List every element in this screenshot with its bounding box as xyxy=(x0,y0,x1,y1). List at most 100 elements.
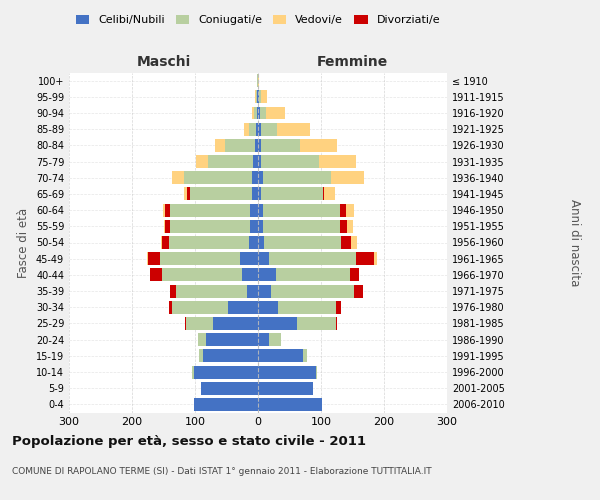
Bar xyxy=(324,188,335,200)
Bar xyxy=(250,204,258,216)
Bar xyxy=(228,301,258,314)
Text: Popolazione per età, sesso e stato civile - 2011: Popolazione per età, sesso e stato civil… xyxy=(12,435,366,448)
Bar xyxy=(258,90,259,104)
Bar xyxy=(374,252,377,265)
Bar xyxy=(224,139,255,152)
Bar xyxy=(161,236,162,249)
Bar xyxy=(170,204,250,216)
Bar xyxy=(258,74,259,87)
Bar xyxy=(350,236,357,249)
Bar xyxy=(258,155,261,168)
Bar xyxy=(196,155,208,168)
Bar xyxy=(269,252,356,265)
Bar xyxy=(203,350,258,362)
Bar xyxy=(323,188,324,200)
Bar xyxy=(169,301,172,314)
Bar xyxy=(278,301,336,314)
Bar xyxy=(331,172,364,184)
Bar xyxy=(208,155,253,168)
Bar xyxy=(163,220,165,233)
Bar xyxy=(215,139,224,152)
Bar xyxy=(185,317,186,330)
Bar xyxy=(341,236,350,249)
Bar xyxy=(275,268,350,281)
Bar xyxy=(165,204,170,216)
Bar xyxy=(241,252,258,265)
Bar xyxy=(212,317,258,330)
Bar xyxy=(187,188,190,200)
Bar xyxy=(184,172,252,184)
Bar xyxy=(356,252,374,265)
Bar xyxy=(350,268,359,281)
Bar xyxy=(261,139,300,152)
Bar xyxy=(257,90,258,104)
Bar xyxy=(258,172,263,184)
Bar xyxy=(258,350,304,362)
Bar xyxy=(258,333,269,346)
Bar xyxy=(172,301,228,314)
Text: Femmine: Femmine xyxy=(317,56,388,70)
Bar xyxy=(258,284,271,298)
Bar xyxy=(340,204,346,216)
Bar xyxy=(316,366,317,378)
Bar xyxy=(150,268,161,281)
Bar xyxy=(258,204,263,216)
Bar xyxy=(197,333,206,346)
Bar xyxy=(252,106,254,120)
Bar xyxy=(206,333,258,346)
Bar xyxy=(176,284,247,298)
Bar xyxy=(261,155,319,168)
Text: COMUNE DI RAPOLANO TERME (SI) - Dati ISTAT 1° gennaio 2011 - Elaborazione TUTTIT: COMUNE DI RAPOLANO TERME (SI) - Dati IST… xyxy=(12,468,431,476)
Bar xyxy=(256,90,257,104)
Bar xyxy=(256,122,258,136)
Bar xyxy=(304,350,307,362)
Bar xyxy=(160,252,241,265)
Bar xyxy=(165,220,170,233)
Bar xyxy=(277,122,310,136)
Bar xyxy=(260,90,267,104)
Bar xyxy=(266,106,285,120)
Bar xyxy=(147,252,148,265)
Bar xyxy=(148,252,160,265)
Bar xyxy=(258,366,316,378)
Bar xyxy=(261,188,323,200)
Bar xyxy=(336,317,337,330)
Bar xyxy=(172,172,184,184)
Bar xyxy=(258,122,261,136)
Bar xyxy=(263,172,331,184)
Y-axis label: Anni di nascita: Anni di nascita xyxy=(568,199,581,286)
Text: Maschi: Maschi xyxy=(136,56,191,70)
Bar xyxy=(258,301,278,314)
Bar xyxy=(346,204,354,216)
Bar xyxy=(258,188,261,200)
Bar xyxy=(261,122,277,136)
Bar xyxy=(258,398,322,411)
Bar xyxy=(297,317,336,330)
Bar xyxy=(354,284,362,298)
Bar xyxy=(255,139,258,152)
Bar xyxy=(247,284,258,298)
Bar xyxy=(244,122,248,136)
Bar xyxy=(258,382,313,394)
Bar xyxy=(184,188,187,200)
Bar xyxy=(258,139,261,152)
Bar xyxy=(170,284,176,298)
Bar xyxy=(258,106,260,120)
Bar xyxy=(263,220,340,233)
Bar xyxy=(258,236,265,249)
Bar xyxy=(258,220,263,233)
Bar xyxy=(163,204,165,216)
Y-axis label: Fasce di età: Fasce di età xyxy=(17,208,30,278)
Bar xyxy=(271,284,354,298)
Bar xyxy=(252,172,258,184)
Bar xyxy=(169,236,249,249)
Bar xyxy=(194,366,258,378)
Bar xyxy=(199,350,203,362)
Bar xyxy=(265,236,341,249)
Bar xyxy=(194,398,258,411)
Bar xyxy=(258,268,275,281)
Bar xyxy=(347,220,353,233)
Bar xyxy=(259,90,260,104)
Bar xyxy=(258,317,297,330)
Bar xyxy=(170,220,250,233)
